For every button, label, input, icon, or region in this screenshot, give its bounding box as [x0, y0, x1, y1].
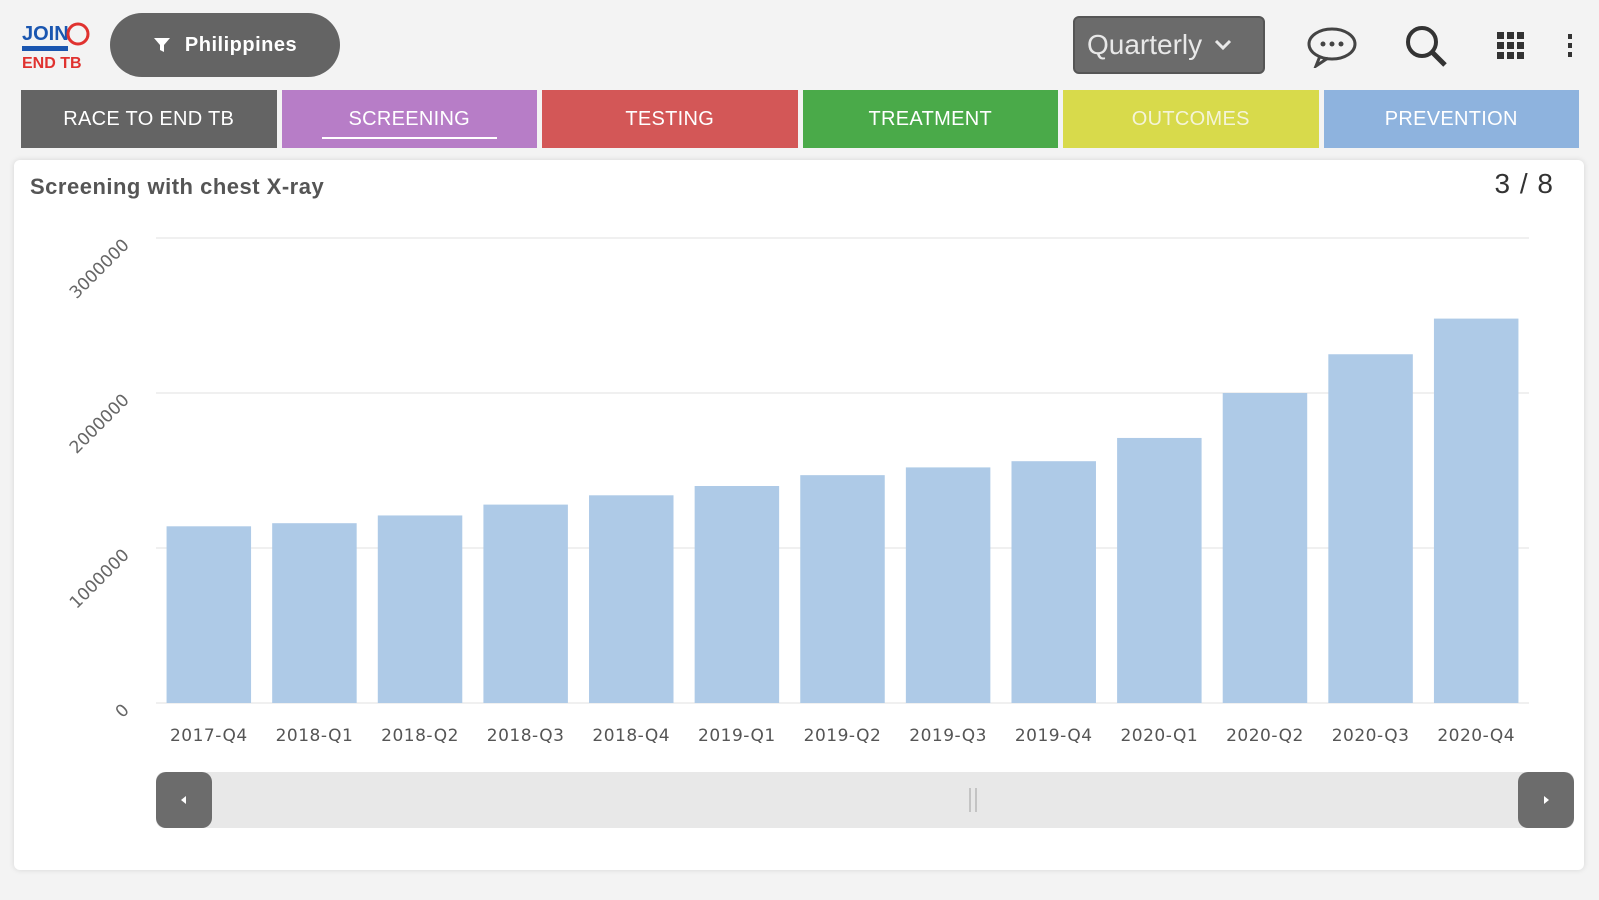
svg-text:JOIN: JOIN [22, 23, 69, 45]
bar [1117, 437, 1202, 703]
join-the-race-logo[interactable]: JOIN END TB [20, 20, 92, 74]
tab-outcomes[interactable]: OUTCOMES [1063, 90, 1319, 148]
x-tick-label: 2018-Q4 [592, 726, 670, 746]
search-icon[interactable] [1400, 22, 1452, 70]
chat-icon[interactable] [1306, 22, 1358, 70]
x-tick-label: 2020-Q2 [1226, 726, 1304, 746]
x-tick-label: 2019-Q2 [804, 726, 882, 746]
bar [1222, 393, 1308, 703]
chart-card: Screening with chest X-ray 3 / 8 0 100000… [14, 160, 1584, 870]
bar [800, 475, 885, 703]
x-tick-label: 2020-Q3 [1332, 726, 1410, 746]
section-tabs: RACE TO END TB SCREENING TESTING TREATMENT O… [21, 90, 1579, 148]
scroll-right-button[interactable] [1518, 772, 1574, 828]
scroll-left-button[interactable] [156, 772, 212, 828]
bar [1433, 318, 1519, 703]
caret-right-icon [1544, 796, 1549, 804]
x-tick-label: 2018-Q3 [487, 726, 565, 746]
y-tick-label: 0 [112, 700, 134, 722]
country-filter-label: Philippines [184, 33, 298, 56]
chart-title: Screening with chest X-ray [30, 174, 325, 199]
tab-treatment[interactable]: TREATMENT [802, 90, 1058, 148]
x-tick-label: 2017-Q4 [170, 726, 248, 746]
tab-label: OUTCOMES [1131, 107, 1250, 130]
svg-text:END TB: END TB [22, 55, 82, 72]
x-tick-label: 2018-Q1 [276, 726, 354, 746]
apps-grid-icon[interactable] [1485, 22, 1537, 70]
x-tick-label: 2020-Q4 [1437, 726, 1515, 746]
top-header: JOIN END TB Philippines Quarterly [0, 0, 1599, 88]
bar [589, 495, 674, 703]
more-vertical-icon[interactable] [1555, 22, 1585, 70]
tab-race-to-end-tb[interactable]: RACE TO END TB [21, 90, 277, 148]
bar-chart: 0 1000000 2000000 3000000 2017-Q4 2018-Q1 2018… [66, 235, 1529, 746]
bar [1328, 354, 1413, 703]
filter-icon [153, 38, 170, 52]
bar [1011, 461, 1096, 703]
tab-screening[interactable]: SCREENING [281, 90, 537, 148]
x-tick-label: 2019-Q1 [698, 726, 776, 746]
bar [905, 467, 991, 703]
tab-label: RACE TO END TB [63, 107, 235, 130]
x-tick-label: 2019-Q4 [1015, 726, 1093, 746]
period-select[interactable]: Quarterly [1073, 16, 1265, 74]
scroll-grip-handle[interactable] [966, 788, 980, 812]
bar [272, 523, 357, 703]
tab-label: PREVENTION [1384, 107, 1518, 130]
chevron-down-icon [1215, 39, 1232, 51]
chart-scrollbar[interactable] [156, 772, 1574, 828]
y-tick-label: 3000000 [66, 235, 134, 303]
tab-testing[interactable]: TESTING [542, 90, 798, 148]
x-tick-label: 2018-Q2 [381, 726, 459, 746]
country-filter-button[interactable]: Philippines [110, 13, 340, 77]
active-tab-underline [321, 137, 497, 139]
x-tick-label: 2019-Q3 [909, 726, 987, 746]
tab-prevention[interactable]: PREVENTION [1323, 90, 1579, 148]
y-tick-label: 1000000 [66, 545, 134, 613]
y-tick-label: 2000000 [66, 390, 134, 458]
bar [483, 504, 568, 703]
page-counter: 3 / 8 [1494, 168, 1554, 199]
period-select-value: Quarterly [1087, 29, 1203, 60]
bar [694, 486, 780, 703]
caret-left-icon [181, 796, 186, 804]
tab-label: SCREENING [348, 107, 471, 130]
tab-label: TESTING [625, 107, 715, 130]
tab-label: TREATMENT [868, 107, 992, 130]
x-tick-label: 2020-Q1 [1120, 726, 1198, 746]
bar [166, 526, 252, 703]
bar [377, 515, 463, 703]
